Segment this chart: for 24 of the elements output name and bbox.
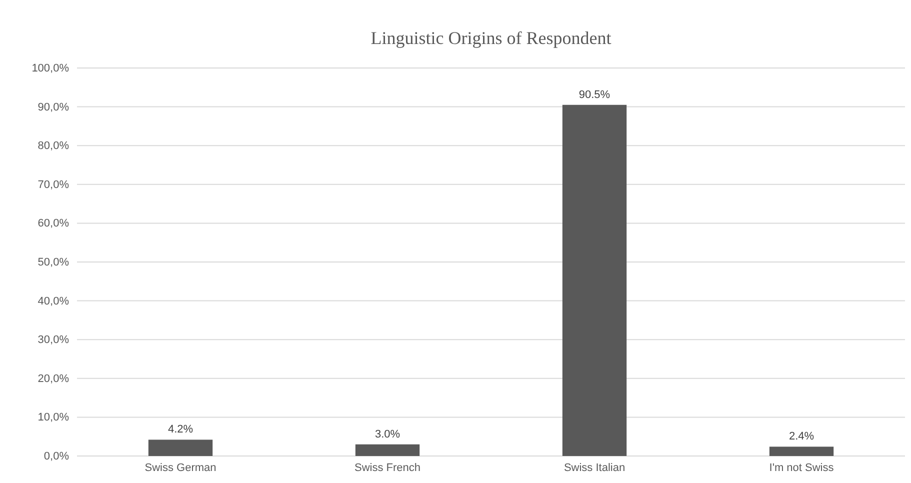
x-tick-label: Swiss Italian bbox=[564, 462, 626, 474]
bar bbox=[148, 440, 213, 456]
x-tick-label: Swiss French bbox=[354, 462, 421, 474]
data-label: 90.5% bbox=[578, 88, 610, 101]
y-tick-label: 0,0% bbox=[44, 450, 70, 463]
y-tick-label: 90,0% bbox=[38, 101, 70, 114]
y-tick-label: 30,0% bbox=[38, 334, 70, 346]
y-tick-label: 100,0% bbox=[32, 62, 70, 75]
data-label: 4.2% bbox=[168, 424, 194, 436]
y-tick-label: 50,0% bbox=[38, 256, 70, 269]
chart-title: Linguistic Origins of Respondent bbox=[370, 28, 612, 48]
bar bbox=[769, 446, 834, 456]
x-tick-label: I'm not Swiss bbox=[769, 462, 834, 474]
data-label: 3.0% bbox=[374, 428, 400, 440]
y-tick-label: 40,0% bbox=[38, 295, 70, 308]
y-tick-label: 80,0% bbox=[38, 140, 70, 152]
bar bbox=[562, 104, 627, 456]
x-tick-label: Swiss German bbox=[144, 462, 216, 474]
y-tick-label: 70,0% bbox=[38, 178, 70, 191]
y-tick-label: 60,0% bbox=[38, 218, 70, 230]
y-tick-label: 10,0% bbox=[38, 412, 70, 424]
y-tick-label: 20,0% bbox=[38, 372, 70, 385]
data-label: 2.4% bbox=[788, 430, 814, 443]
bar bbox=[355, 444, 420, 456]
